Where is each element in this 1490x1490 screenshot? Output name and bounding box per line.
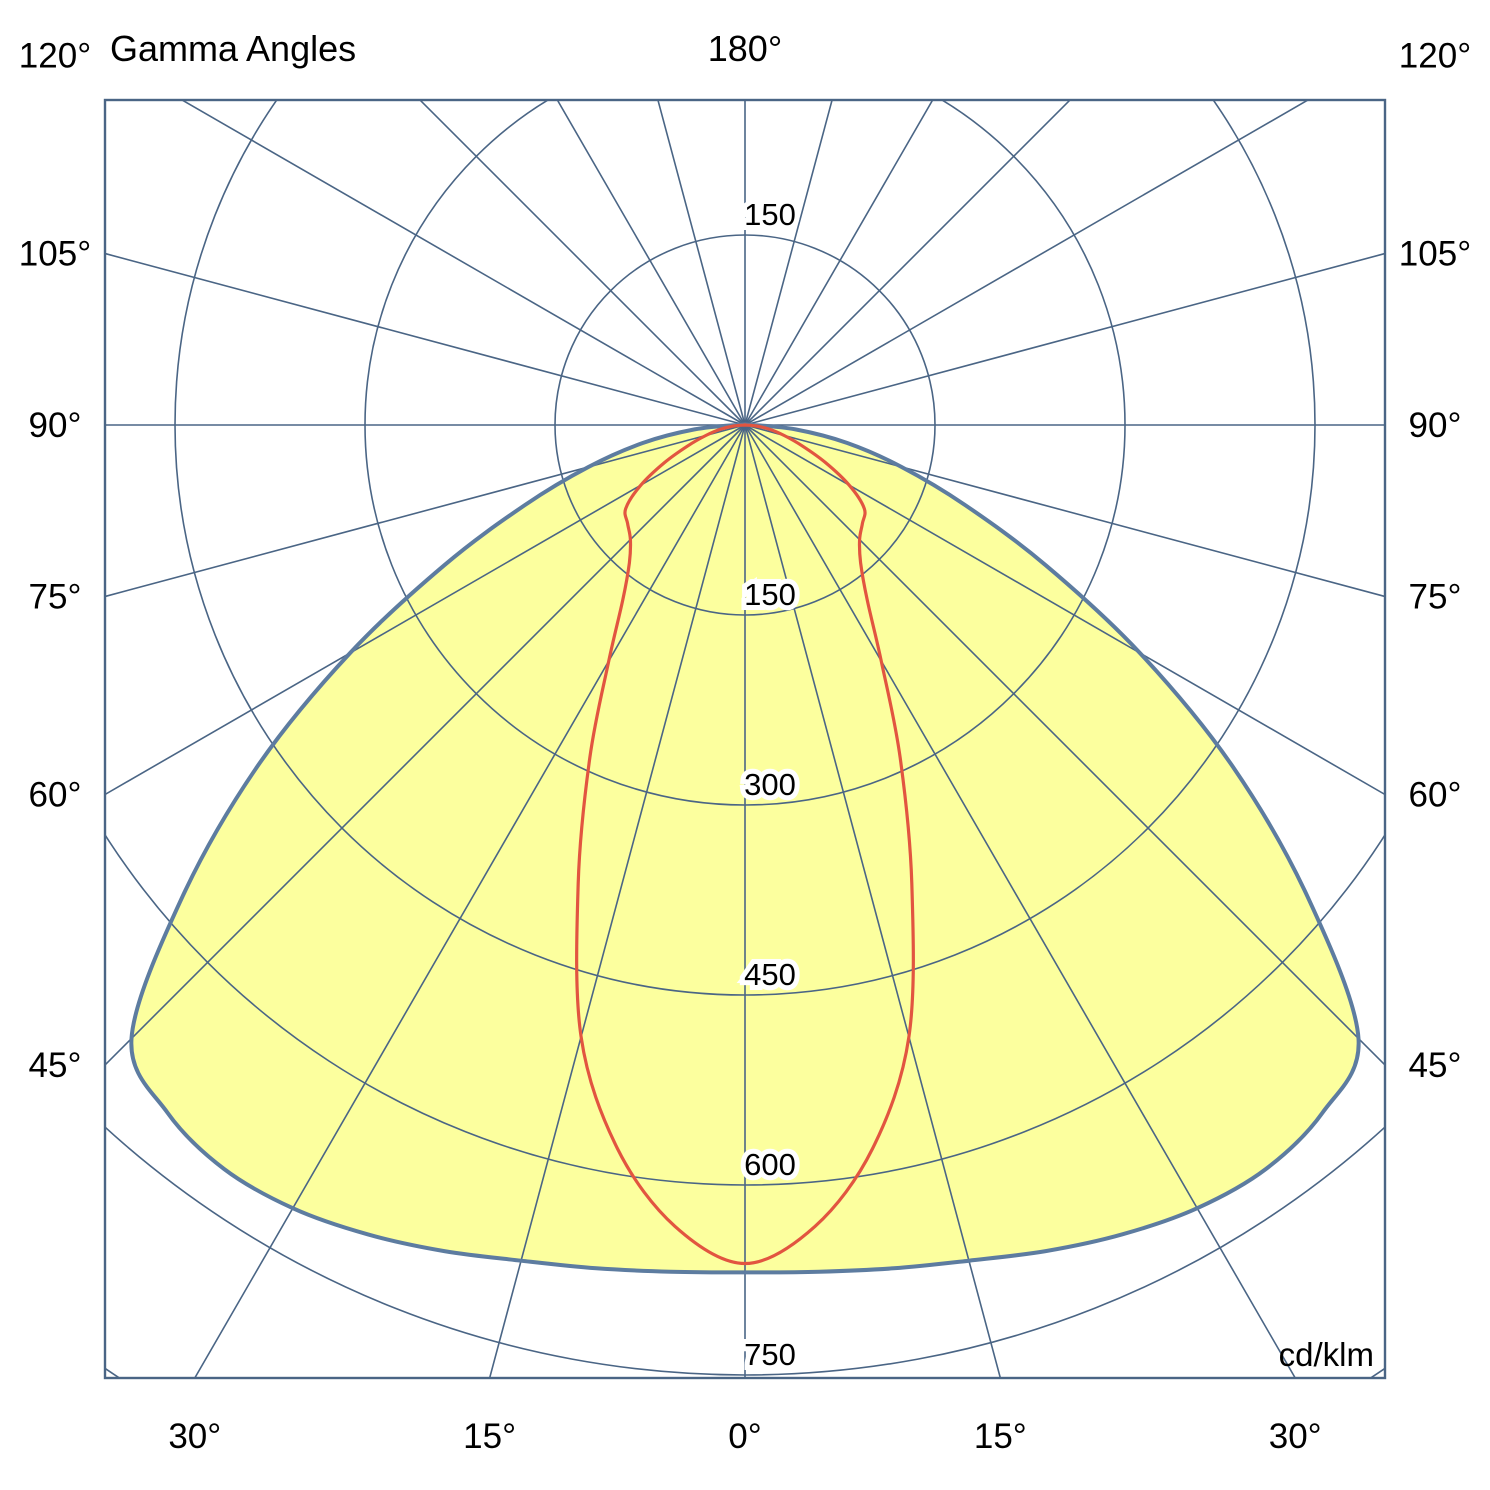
grid-ray-330 [193, 424, 746, 1378]
grid-ray-210 [556, 100, 746, 426]
gamma-label-left-45: 45° [29, 1046, 82, 1085]
grid-ray-315 [105, 424, 746, 1067]
grid-ray-195 [657, 100, 746, 426]
gamma-label-bottom-15: 15° [974, 1417, 1027, 1456]
gamma-label-bottom-0: 0° [728, 1417, 761, 1456]
grid-ray-75 [744, 424, 1385, 598]
grid-ray-120 [744, 100, 1310, 426]
ring-label-below-600: 600 [744, 1147, 796, 1182]
gamma-label-left-90: 90° [29, 406, 82, 445]
grid-ray-105 [744, 252, 1385, 426]
ring-label-below-150: 150 [744, 577, 796, 612]
gamma-label-right-90: 90° [1409, 406, 1462, 445]
gamma-label-right-105: 105° [1399, 235, 1471, 274]
gamma-label-right-60: 60° [1409, 776, 1462, 815]
c0-c180-beam-outline [129, 422, 1361, 1275]
grid-ray-45 [744, 424, 1385, 1067]
plot-border [103, 98, 1387, 1380]
grid-ray-255 [105, 252, 746, 426]
grid-ray-30 [744, 424, 1297, 1378]
gamma-label-bottom--15: 15° [463, 1417, 516, 1456]
gamma-label-right-45: 45° [1409, 1046, 1462, 1085]
grid-ray-345 [488, 424, 746, 1378]
c90-c270-beam-curve [575, 423, 915, 1266]
unit-label: cd/klm [1278, 1336, 1374, 1373]
grid-ray-135 [744, 100, 1072, 426]
grid-ray-225 [418, 100, 746, 426]
grid-ray-15 [744, 424, 1002, 1378]
gamma-label-left-105: 105° [19, 235, 91, 274]
grid-ray-150 [744, 100, 934, 426]
grid-ray-300 [105, 424, 746, 796]
grid-ray-60 [744, 424, 1385, 796]
ring-label-below-750: 750 [744, 1337, 796, 1372]
gamma-180-label: 180° [707, 28, 783, 69]
grid-ray-285 [105, 424, 746, 598]
ring-label-below-450: 450 [744, 957, 796, 992]
gamma-label-left-120: 120° [19, 36, 91, 75]
gamma-label-right-120: 120° [1399, 36, 1471, 75]
grid-ray-165 [744, 100, 833, 426]
gamma-label-bottom--30: 30° [168, 1417, 221, 1456]
gamma-label-right-75: 75° [1409, 577, 1462, 616]
gamma-label-left-60: 60° [29, 776, 82, 815]
ring-label-below-300: 300 [744, 767, 796, 802]
grid-ray-240 [180, 100, 746, 426]
page-title: Gamma Angles [110, 28, 357, 69]
gamma-label-left-75: 75° [29, 577, 82, 616]
ring-label-above-150: 150 [744, 197, 796, 232]
gamma-label-bottom-30: 30° [1269, 1417, 1322, 1456]
